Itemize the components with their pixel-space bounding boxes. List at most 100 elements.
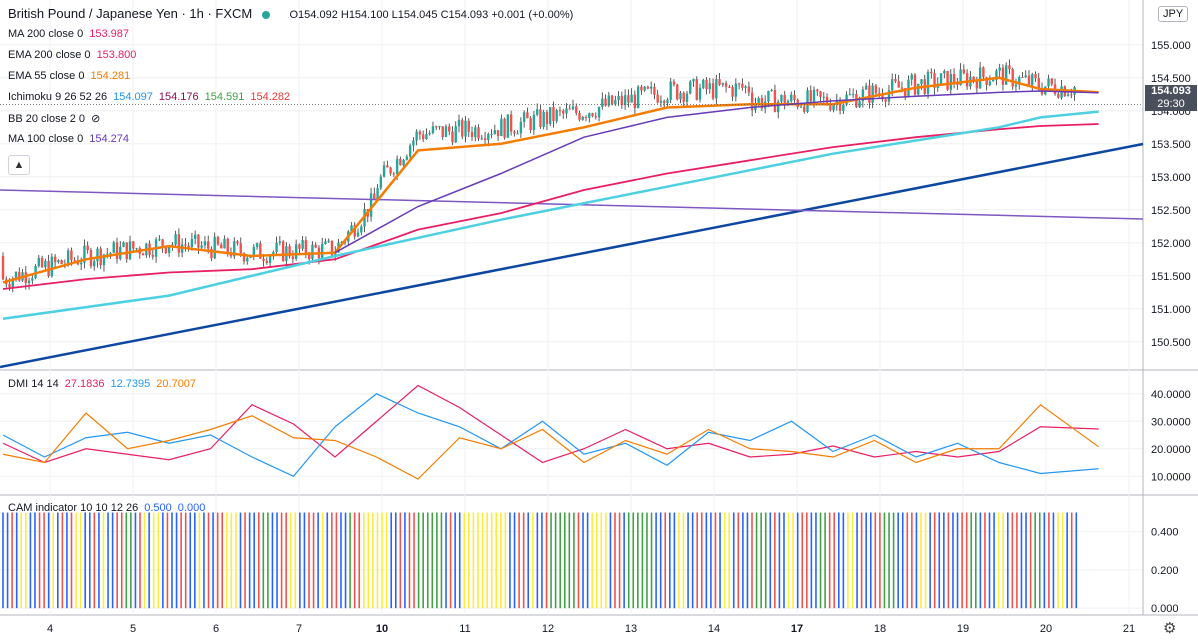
- candle: [708, 77, 711, 94]
- currency-badge[interactable]: JPY: [1158, 6, 1189, 22]
- dmi-line-0: [2, 384, 1099, 464]
- candle: [861, 86, 865, 108]
- candle: [597, 106, 601, 122]
- candle: [509, 110, 513, 136]
- last-price: 154.093: [1151, 85, 1191, 97]
- candle: [695, 76, 698, 101]
- collapse-legend-button[interactable]: ▲: [8, 155, 30, 175]
- candle: [428, 130, 431, 136]
- candle: [545, 109, 549, 131]
- candle: [506, 114, 510, 138]
- legend-row[interactable]: DMI 14 14 27.1836 12.7395 20.7007: [8, 378, 202, 390]
- candle: [421, 130, 425, 142]
- candle: [594, 112, 597, 120]
- candle: [728, 84, 731, 88]
- candle: [480, 134, 483, 141]
- candle: [581, 115, 584, 121]
- legend-name: Ichimoku 9 26 52 26: [8, 91, 108, 103]
- candle: [926, 69, 930, 99]
- legend-value: 153.987: [89, 28, 129, 40]
- symbol-title[interactable]: British Pound / Japanese Yen · 1h · FXCM: [8, 6, 253, 21]
- candle: [369, 187, 373, 222]
- x-tick-label: 4: [47, 623, 53, 635]
- y-tick-label: 150.500: [1151, 337, 1191, 349]
- candle: [646, 85, 650, 90]
- candle: [379, 174, 383, 191]
- candle: [555, 108, 558, 124]
- candle: [978, 62, 982, 89]
- candle: [711, 78, 715, 101]
- candle: [1001, 64, 1005, 91]
- candle: [213, 232, 216, 260]
- ohlc-readout: O154.092 H154.100 L154.045 C154.093 +0.0…: [289, 9, 574, 21]
- candle: [864, 82, 868, 90]
- legend-name: MA 100 close 0: [8, 133, 84, 145]
- legend-row[interactable]: BB 20 close 2 0 ⊘: [8, 112, 106, 125]
- legend-value: 154.281: [90, 70, 131, 82]
- legend-value: 153.800: [96, 49, 137, 61]
- candle: [702, 78, 705, 90]
- candle: [1034, 71, 1037, 82]
- candle: [50, 253, 54, 278]
- legend-row[interactable]: MA 100 close 0 154.274: [8, 133, 135, 145]
- candle: [493, 124, 497, 135]
- candle: [314, 242, 317, 249]
- candle: [464, 116, 467, 143]
- candle: [53, 253, 57, 268]
- candle: [1050, 78, 1053, 87]
- candle: [842, 103, 845, 115]
- candle: [640, 84, 643, 95]
- candle: [705, 77, 708, 95]
- candle: [1073, 85, 1076, 101]
- y-tick-label: 20.0000: [1151, 444, 1191, 456]
- candle: [1014, 78, 1018, 92]
- hidden-eye-icon[interactable]: ⊘: [91, 113, 101, 125]
- candle: [496, 130, 500, 141]
- legend-row[interactable]: MA 200 close 0 153.987: [8, 28, 135, 40]
- candle: [490, 129, 493, 139]
- candle: [623, 89, 627, 110]
- candle: [392, 171, 396, 178]
- y-tick-label: 0.000: [1151, 603, 1179, 615]
- candle: [933, 69, 936, 95]
- candle: [294, 239, 298, 261]
- candle: [718, 72, 721, 87]
- candle: [441, 126, 444, 140]
- candle: [744, 85, 747, 94]
- candle: [737, 82, 741, 90]
- y-tick-label: 40.0000: [1151, 389, 1191, 401]
- candle: [132, 241, 135, 251]
- x-tick-label: 10: [376, 623, 388, 635]
- candle: [643, 86, 646, 92]
- candle: [542, 109, 545, 130]
- legend-row[interactable]: EMA 200 close 0 153.800: [8, 49, 142, 61]
- candle: [633, 90, 637, 115]
- legend-value: 0.000: [177, 502, 206, 514]
- candle: [1, 252, 5, 281]
- candle: [438, 125, 441, 130]
- candle: [962, 64, 966, 75]
- candle: [44, 258, 47, 270]
- candle: [913, 73, 917, 96]
- legend-name: CAM indicator 10 10 12 26: [8, 502, 139, 514]
- candle: [122, 241, 125, 248]
- legend-row[interactable]: EMA 55 close 0 154.281: [8, 70, 136, 82]
- legend-row[interactable]: Ichimoku 9 26 52 26 154.097 154.176 154.591…: [8, 91, 296, 103]
- candle: [679, 91, 682, 104]
- candle: [783, 90, 786, 110]
- candle: [946, 70, 949, 91]
- candle: [86, 241, 89, 254]
- dmi-line-2: [2, 403, 1099, 480]
- settings-gear-icon[interactable]: ⚙: [1163, 620, 1177, 637]
- candle: [659, 95, 663, 107]
- candle: [692, 78, 695, 87]
- candle: [112, 240, 115, 253]
- legend-row[interactable]: CAM indicator 10 10 12 26 0.500 0.000: [8, 502, 211, 514]
- y-tick-label: 10.0000: [1151, 471, 1191, 483]
- candle: [676, 83, 679, 101]
- candle: [803, 105, 806, 114]
- candle: [327, 238, 330, 244]
- candle: [516, 130, 519, 135]
- legend-name: DMI 14 14: [8, 378, 59, 390]
